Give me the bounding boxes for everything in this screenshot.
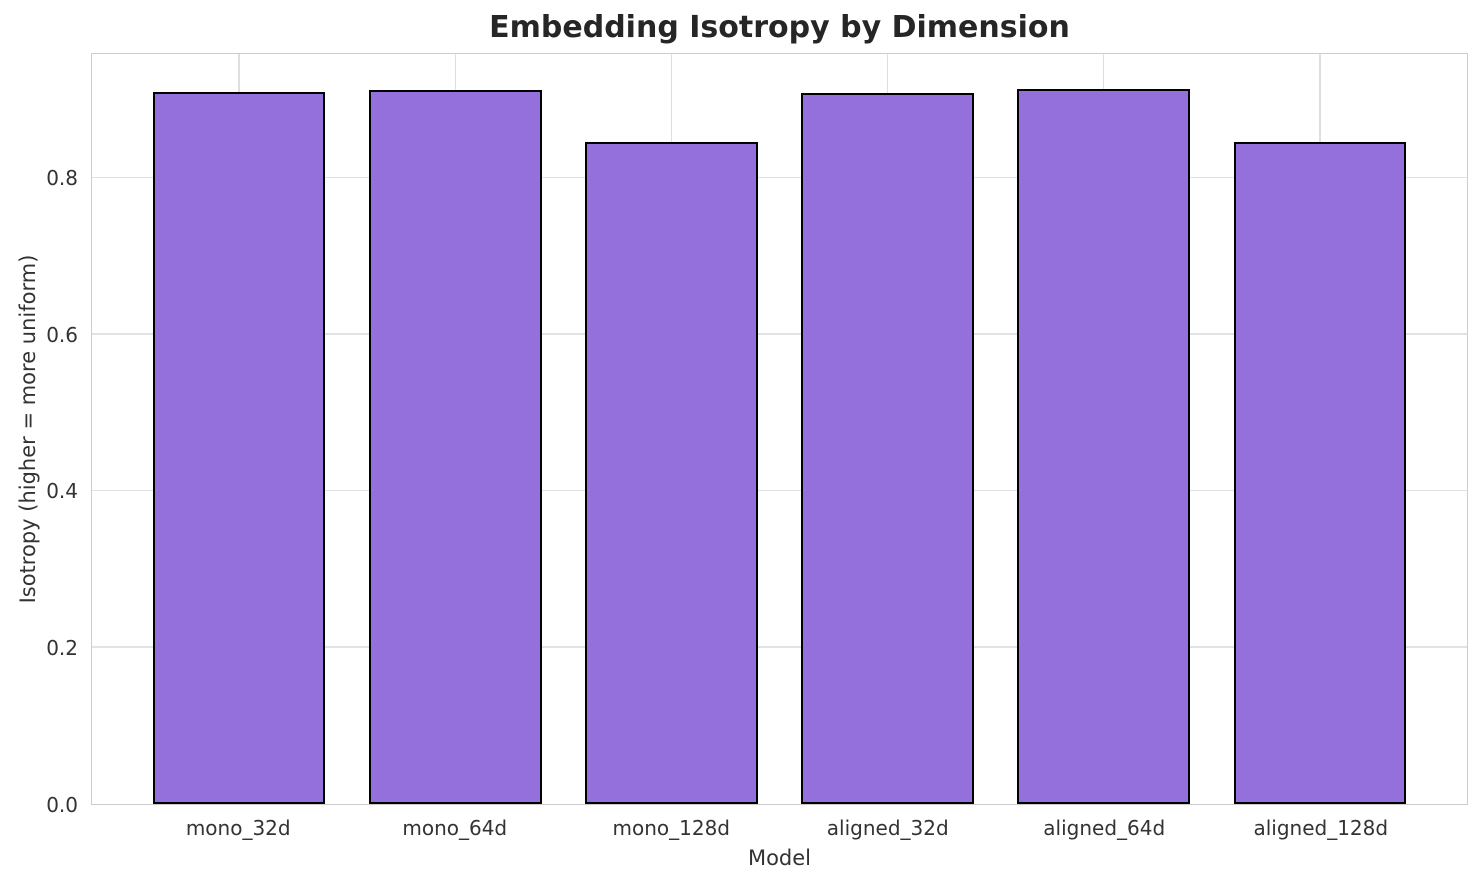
x-tick-label: mono_32d (185, 816, 291, 840)
chart-title: Embedding Isotropy by Dimension (489, 10, 1070, 45)
y-tick-label: 0.6 (46, 322, 78, 347)
x-tick-label: mono_64d (402, 816, 508, 840)
x-axis-label: Model (747, 846, 812, 870)
bar-aligned_64d (1017, 89, 1191, 804)
y-tick-label: 0.8 (46, 165, 78, 190)
x-tick-label: mono_128d (612, 816, 730, 840)
bar-mono_64d (368, 89, 542, 804)
y-tick-label: 0.0 (46, 793, 78, 817)
y-gridline (92, 333, 1467, 335)
y-gridline (92, 489, 1467, 492)
plot-area (91, 53, 1468, 805)
x-tick-label: aligned_64d (1043, 816, 1166, 840)
y-tick-label: 0.2 (46, 636, 78, 661)
y-gridline (92, 177, 1467, 179)
x-tick-label: aligned_128d (1253, 816, 1389, 840)
bar-aligned_32d (801, 93, 975, 804)
bar-aligned_128d (1233, 142, 1407, 804)
y-gridline (92, 646, 1467, 648)
y-tick-label: 0.4 (46, 479, 78, 504)
bar-mono_32d (152, 92, 326, 804)
bar-mono_128d (584, 142, 758, 804)
x-tick-label: aligned_32d (826, 816, 949, 840)
y-axis-label: Isotropy (higher = more uniform) (16, 254, 40, 604)
